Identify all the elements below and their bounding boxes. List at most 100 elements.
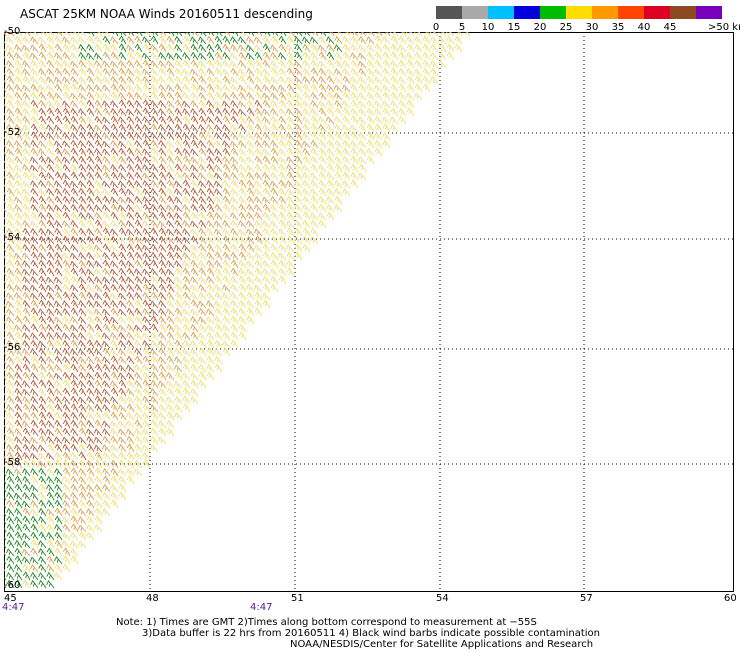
wind-barb bbox=[334, 155, 343, 165]
wind-barb bbox=[182, 179, 191, 189]
wind-barb bbox=[14, 539, 23, 549]
wind-barb bbox=[246, 107, 255, 117]
wind-barb bbox=[117, 140, 127, 149]
wind-barb bbox=[29, 172, 39, 181]
wind-barb bbox=[102, 435, 111, 445]
wind-barb bbox=[54, 307, 63, 317]
wind-barb bbox=[94, 132, 103, 141]
wind-barb bbox=[22, 91, 31, 101]
wind-barb bbox=[14, 355, 23, 365]
wind-barb bbox=[69, 252, 79, 261]
wind-barb bbox=[126, 412, 135, 421]
wind-barb bbox=[302, 204, 311, 213]
wind-barb bbox=[102, 124, 111, 133]
wind-barb bbox=[166, 291, 175, 301]
wind-barb bbox=[342, 67, 351, 77]
wind-barb bbox=[222, 131, 231, 141]
wind-barb bbox=[54, 291, 63, 301]
wind-barb bbox=[134, 83, 143, 93]
wind-barb bbox=[62, 267, 71, 277]
wind-barb bbox=[45, 284, 55, 293]
wind-barb bbox=[134, 412, 143, 421]
wind-barb bbox=[6, 331, 15, 341]
wind-barb bbox=[310, 195, 319, 205]
wind-barb bbox=[14, 35, 23, 45]
wind-barb bbox=[190, 99, 199, 109]
wind-barb bbox=[4, 147, 7, 157]
wind-barb bbox=[29, 220, 39, 229]
wind-barb bbox=[45, 452, 55, 461]
wind-barb bbox=[46, 483, 55, 493]
wind-barb bbox=[230, 91, 239, 101]
wind-barb bbox=[182, 43, 191, 53]
wind-barb bbox=[142, 36, 151, 45]
wind-barb bbox=[110, 36, 119, 45]
wind-barb bbox=[182, 244, 191, 253]
wind-barb bbox=[14, 243, 23, 253]
wind-barb bbox=[198, 99, 207, 109]
wind-barb bbox=[302, 59, 311, 69]
wind-barb bbox=[222, 115, 231, 125]
wind-barb bbox=[294, 32, 303, 37]
wind-barb bbox=[37, 188, 47, 197]
wind-barb bbox=[86, 491, 95, 501]
lon-label-51: 51 bbox=[291, 593, 304, 604]
wind-barb bbox=[294, 180, 303, 189]
wind-barb bbox=[46, 580, 55, 589]
wind-barb bbox=[374, 59, 383, 69]
wind-barb bbox=[46, 467, 55, 477]
wind-barb bbox=[238, 155, 247, 165]
wind-barb bbox=[214, 259, 223, 269]
wind-barb bbox=[62, 275, 71, 285]
wind-barb bbox=[5, 300, 15, 309]
wind-barb bbox=[14, 155, 23, 165]
wind-barb bbox=[6, 195, 15, 205]
wind-barb bbox=[302, 75, 311, 85]
wind-barb bbox=[110, 499, 119, 509]
wind-barb bbox=[70, 403, 79, 413]
wind-barb bbox=[62, 283, 71, 293]
wind-barb bbox=[318, 116, 327, 125]
wind-barb bbox=[294, 107, 303, 117]
wind-barb bbox=[269, 220, 279, 229]
wind-barb bbox=[78, 163, 87, 173]
wind-barb bbox=[38, 347, 47, 357]
wind-barb bbox=[206, 235, 215, 245]
wind-barb bbox=[326, 131, 335, 141]
wind-barb bbox=[206, 43, 215, 53]
wind-barb bbox=[214, 59, 223, 69]
wind-barb bbox=[54, 59, 63, 69]
wind-barb bbox=[254, 99, 263, 109]
wind-barb bbox=[142, 291, 151, 301]
wind-barb bbox=[286, 91, 295, 101]
wind-barb bbox=[6, 243, 15, 253]
wind-barb bbox=[4, 556, 7, 565]
wind-barb bbox=[14, 67, 23, 77]
wind-barb bbox=[206, 364, 215, 373]
wind-barb bbox=[22, 540, 31, 549]
wind-barb bbox=[165, 228, 175, 237]
wind-barb bbox=[126, 315, 135, 325]
wind-barb bbox=[38, 523, 47, 533]
wind-barb bbox=[230, 323, 239, 333]
wind-barb bbox=[4, 388, 7, 397]
wind-barb bbox=[6, 115, 15, 125]
wind-barb bbox=[246, 220, 255, 229]
wind-barb bbox=[374, 108, 383, 117]
wind-barb bbox=[190, 59, 199, 69]
wind-barb bbox=[326, 75, 335, 85]
wind-barb bbox=[206, 163, 215, 173]
wind-barb bbox=[94, 507, 103, 517]
wind-barb bbox=[6, 555, 15, 565]
wind-barb bbox=[94, 147, 103, 157]
wind-barb bbox=[142, 132, 151, 141]
wind-barb bbox=[22, 68, 31, 77]
wind-barb bbox=[350, 115, 359, 125]
wind-barb bbox=[54, 180, 63, 189]
wind-barb bbox=[334, 68, 343, 77]
wind-barb bbox=[246, 284, 255, 293]
wind-barb bbox=[198, 347, 207, 357]
wind-barb bbox=[53, 372, 63, 381]
wind-barb bbox=[134, 452, 143, 461]
wind-barb bbox=[278, 267, 287, 277]
